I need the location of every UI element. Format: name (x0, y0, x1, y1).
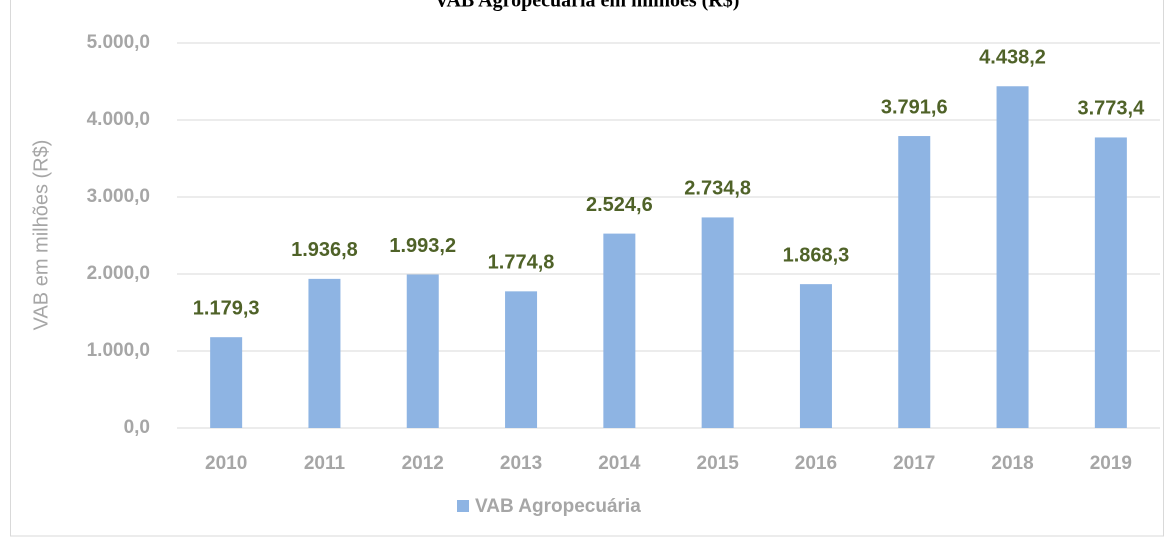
x-tick-label: 2017 (893, 453, 935, 474)
x-tick-label: 2015 (697, 453, 740, 474)
x-tick-label: 2019 (1090, 453, 1132, 474)
data-label: 1.774,8 (488, 252, 555, 274)
bar (308, 278, 341, 428)
data-label: 1.179,3 (193, 297, 260, 319)
data-label: 3.773,4 (1077, 98, 1145, 120)
data-label: 3.791,6 (881, 96, 948, 118)
bar (406, 274, 439, 428)
x-tick-label: 2010 (205, 453, 247, 474)
data-label: 1.868,3 (783, 244, 850, 266)
y-tick-label: 2.000,0 (87, 263, 150, 284)
bar (603, 233, 636, 428)
y-tick-label: 3.000,0 (87, 186, 150, 207)
bar (996, 86, 1029, 428)
bar (701, 217, 734, 428)
y-tick-label: 0,0 (124, 417, 150, 438)
y-axis-label: VAB em milhões (R$) (30, 140, 52, 331)
y-tick-label: 4.000,0 (87, 109, 150, 130)
chart-title: VAB Agropecuária em milhões (R$) (435, 0, 740, 12)
bar (1094, 137, 1127, 429)
y-tick-label: 1.000,0 (87, 340, 150, 361)
x-tick-label: 2018 (991, 453, 1033, 474)
data-label: 4.438,2 (979, 47, 1046, 69)
y-tick-label: 5.000,0 (87, 32, 150, 53)
data-label: 1.993,2 (389, 235, 456, 257)
x-tick-label: 2016 (795, 453, 837, 474)
data-label: 2.734,8 (684, 178, 751, 200)
x-tick-label: 2011 (304, 453, 346, 474)
x-tick-label: 2014 (598, 453, 641, 474)
legend-swatch (457, 500, 469, 512)
data-label: 2.524,6 (586, 194, 653, 216)
bar (898, 136, 931, 428)
legend-label: VAB Agropecuária (475, 496, 641, 517)
bar (505, 291, 538, 428)
x-tick-label: 2013 (500, 453, 542, 474)
bar (210, 337, 243, 428)
data-label: 1.936,8 (291, 239, 358, 261)
x-tick-label: 2012 (402, 453, 444, 474)
chart-frame (10, 0, 1164, 537)
bar (799, 284, 832, 428)
